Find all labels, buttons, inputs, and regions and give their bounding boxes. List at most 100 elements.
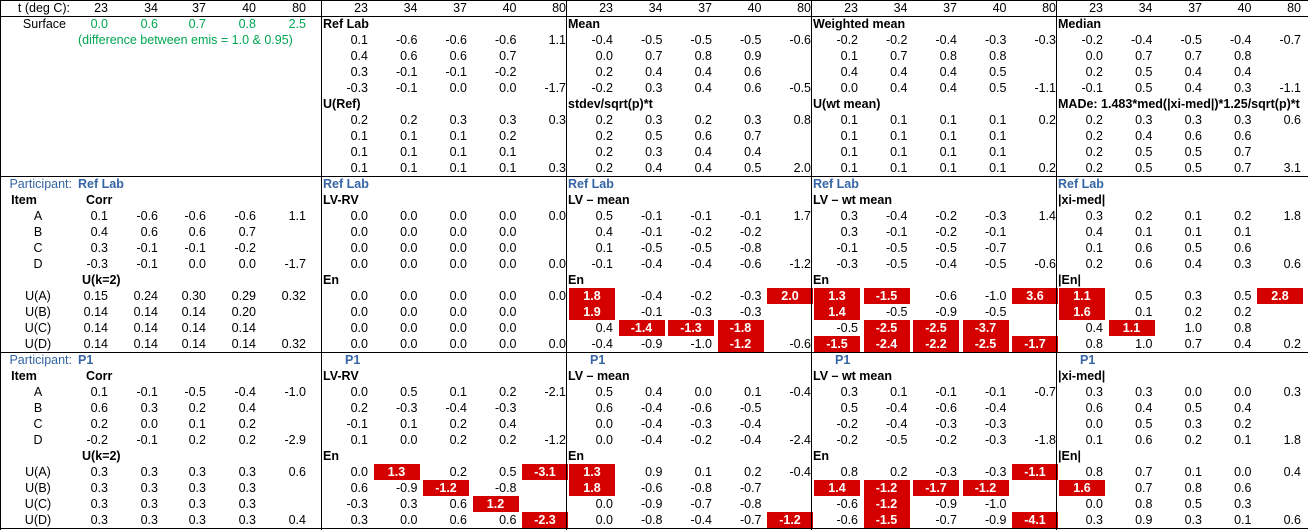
stats-u-value[interactable]: 0.1 (939, 145, 957, 159)
en-value[interactable]: -0.3 (690, 305, 712, 319)
u-value[interactable]: 0.14 (181, 321, 206, 335)
stats-u-value[interactable]: 0.7 (1234, 145, 1252, 159)
stats-value[interactable]: 0.1 (350, 33, 368, 47)
stats-u-value[interactable]: 0.1 (840, 161, 858, 175)
stats-u-value[interactable]: 0.2 (595, 161, 613, 175)
corr-value[interactable]: -0.6 (184, 209, 206, 223)
en-value[interactable]: -2.5 (962, 336, 1009, 352)
en-value[interactable]: 1.0 (1184, 321, 1202, 335)
u-label[interactable]: U(C) (24, 497, 52, 511)
block-value[interactable]: -0.6 (739, 257, 762, 271)
temp-header[interactable]: 40 (747, 1, 762, 15)
stats-u-value[interactable]: 0.6 (1184, 129, 1202, 143)
stats-u-value[interactable]: 0.4 (744, 145, 762, 159)
en-value[interactable]: -1.5 (814, 336, 860, 352)
block-value[interactable]: 0.0 (350, 385, 368, 399)
block-value[interactable]: -1.2 (544, 433, 566, 447)
stats-value[interactable]: 0.4 (350, 49, 368, 63)
stats-value[interactable]: -0.5 (690, 33, 712, 47)
en-value[interactable]: 0.0 (400, 289, 418, 303)
block-value[interactable]: 0.1 (1234, 225, 1252, 239)
block-value[interactable]: 0.3 (1085, 385, 1103, 399)
corr-value[interactable]: -1.7 (284, 257, 306, 271)
block-title[interactable]: |xi-med| (1058, 193, 1106, 207)
block-value[interactable] (767, 224, 813, 240)
en-value[interactable]: 0.5 (1234, 289, 1252, 303)
stats-u-value[interactable]: 0.2 (694, 113, 712, 127)
block-value[interactable]: -0.1 (690, 209, 712, 223)
corr-value[interactable]: -0.5 (184, 385, 206, 399)
u-value[interactable]: 0.3 (140, 481, 158, 495)
temp-header[interactable]: 80 (292, 1, 306, 15)
u-value[interactable]: 0.30 (181, 289, 206, 303)
en-value[interactable]: 0.0 (400, 321, 418, 335)
stats-value[interactable]: -0.5 (1180, 33, 1202, 47)
en-value[interactable] (1257, 480, 1303, 496)
block-value[interactable]: -0.4 (739, 433, 762, 447)
en-value[interactable]: 1.3 (569, 464, 615, 480)
en-value[interactable]: -0.6 (935, 289, 957, 303)
stats-value[interactable]: 0.4 (1184, 65, 1202, 79)
block-value[interactable]: 0.4 (595, 225, 613, 239)
block-value[interactable]: 0.1 (350, 433, 368, 447)
en-value[interactable]: -1.8 (717, 320, 764, 336)
block-title[interactable]: LV-RV (323, 193, 359, 207)
en-value[interactable]: 0.0 (499, 321, 517, 335)
u-value[interactable]: 0.3 (188, 481, 206, 495)
corr-value[interactable]: 0.2 (188, 433, 206, 447)
en-value[interactable]: -0.3 (935, 465, 957, 479)
stats-value[interactable]: 0.0 (595, 49, 613, 63)
block-participant-name[interactable]: P1 (345, 353, 361, 367)
block-value[interactable] (522, 400, 568, 416)
block-value[interactable]: 0.3 (840, 225, 858, 239)
en-value[interactable]: 1.3 (814, 288, 860, 304)
block-value[interactable]: -0.5 (739, 401, 762, 415)
stats-u-value[interactable]: 0.5 (744, 161, 762, 175)
en-value[interactable]: 0.0 (499, 289, 517, 303)
block-value[interactable]: -0.3 (984, 417, 1007, 431)
block-value[interactable]: -0.2 (836, 433, 858, 447)
en-value[interactable]: 0.3 (1184, 289, 1202, 303)
block-value[interactable] (522, 240, 568, 256)
en-title[interactable]: En (813, 449, 829, 463)
block-value[interactable]: -0.5 (690, 241, 712, 255)
stats-u-value[interactable]: 0.1 (890, 129, 908, 143)
en-value[interactable] (522, 320, 568, 336)
corr-value[interactable]: 0.0 (140, 417, 158, 431)
en-value[interactable]: -1.3 (668, 320, 714, 336)
u-label[interactable]: U(A) (25, 465, 51, 479)
block-value[interactable]: 0.6 (595, 401, 613, 415)
temp-header[interactable]: 80 (552, 1, 566, 15)
en-value[interactable]: 0.0 (499, 305, 517, 319)
stats-value[interactable]: 1.1 (548, 33, 566, 47)
stats-value[interactable]: 0.3 (1234, 81, 1252, 95)
en-value[interactable]: -1.2 (423, 480, 469, 496)
en-value[interactable]: -0.6 (640, 481, 663, 495)
en-value[interactable]: -3.1 (522, 464, 568, 480)
block-value[interactable]: -0.5 (885, 257, 908, 271)
stats-value[interactable]: -0.4 (591, 33, 613, 47)
stats-value[interactable]: -0.3 (346, 81, 368, 95)
stats-value[interactable]: 0.4 (939, 81, 957, 95)
u-value[interactable]: 0.14 (181, 337, 206, 351)
en-value[interactable]: 0.8 (840, 465, 858, 479)
en-value[interactable]: -0.4 (690, 513, 712, 527)
en-value[interactable]: 0.4 (595, 321, 613, 335)
stats-value[interactable]: 0.4 (1234, 65, 1252, 79)
surface-label[interactable]: Surface (22, 17, 66, 31)
en-value[interactable]: 0.0 (350, 321, 368, 335)
block-value[interactable]: 0.2 (1135, 209, 1153, 223)
block-title[interactable]: LV – wt mean (813, 193, 892, 207)
stats-value[interactable]: -0.1 (445, 65, 467, 79)
participant-name[interactable]: P1 (78, 353, 94, 367)
stats-value[interactable]: 0.4 (840, 65, 858, 79)
en-value[interactable]: -1.0 (984, 497, 1007, 511)
en-value[interactable]: 0.6 (1283, 513, 1301, 527)
en-value[interactable]: -0.9 (935, 305, 957, 319)
corr-value[interactable]: 0.0 (188, 257, 206, 271)
stats-value[interactable] (522, 64, 568, 80)
block-value[interactable] (1012, 400, 1058, 416)
u-value[interactable] (262, 304, 308, 320)
block-value[interactable]: 0.0 (400, 241, 418, 255)
block-value[interactable]: 0.0 (449, 225, 467, 239)
